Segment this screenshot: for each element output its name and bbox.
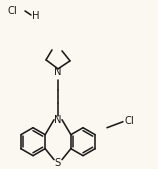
Text: N: N [54,67,62,77]
Text: S: S [55,158,61,168]
Text: N: N [54,115,62,125]
Text: Cl: Cl [125,116,135,126]
Text: Cl: Cl [8,6,18,16]
Text: H: H [32,11,40,21]
